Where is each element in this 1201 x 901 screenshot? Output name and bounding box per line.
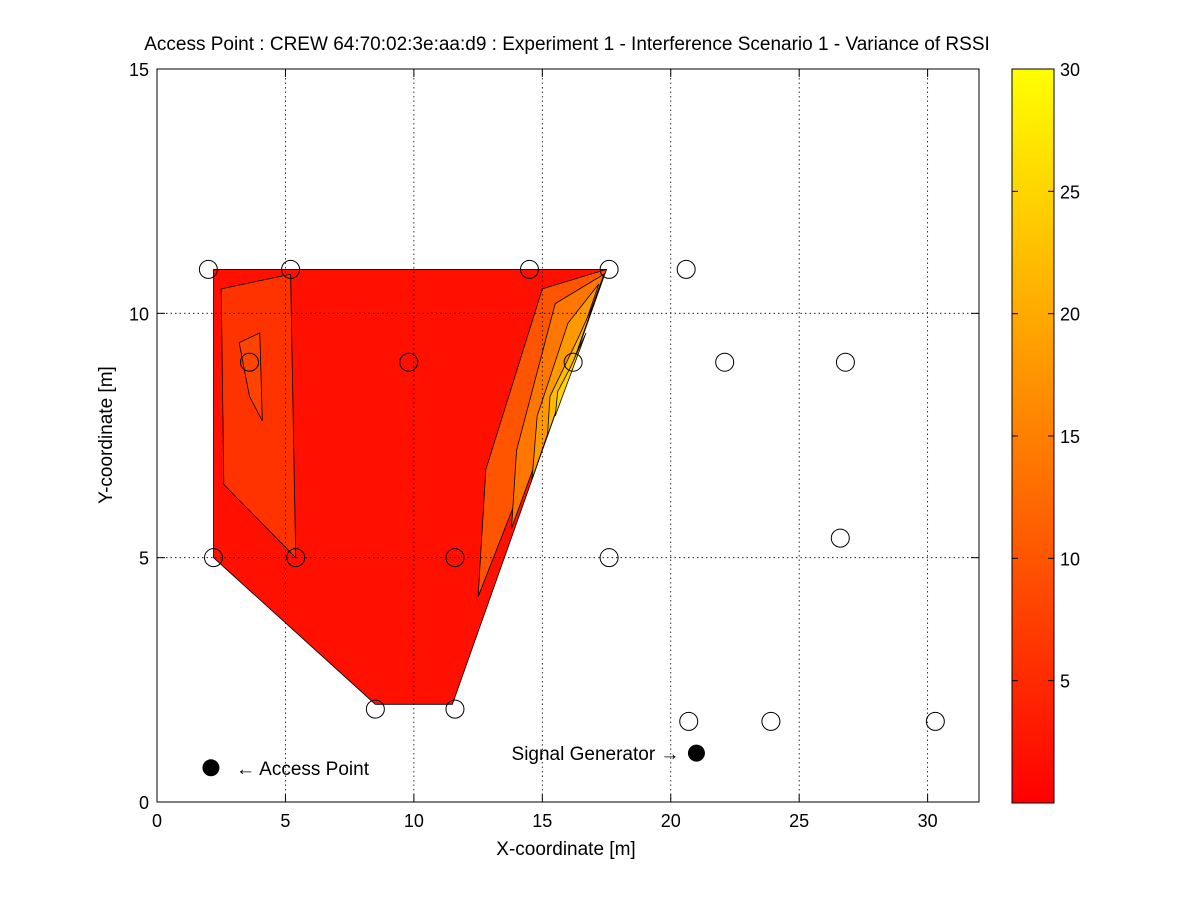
measurement-point-17 [679, 711, 699, 731]
x-tick-label-4: 20 [661, 811, 681, 831]
annotation-text-0: ← Access Point [236, 759, 370, 780]
measurement-point-14 [830, 528, 850, 548]
measurement-point-16 [445, 699, 465, 719]
colorbar-tick-label-5: 30 [1060, 60, 1080, 80]
colorbar-tick-label-2: 15 [1060, 427, 1080, 447]
measurement-point-15 [365, 699, 385, 719]
y-tick-label-0: 0 [139, 793, 149, 813]
measurement-point-7 [563, 352, 583, 372]
measurement-point-3 [599, 259, 619, 279]
measurement-point-4 [676, 259, 696, 279]
x-tick-label-6: 30 [918, 811, 938, 831]
colorbar-tick-label-1: 10 [1060, 549, 1080, 569]
x-tick-label-0: 0 [152, 811, 162, 831]
measurement-point-2 [519, 259, 539, 279]
y-tick-label-2: 10 [129, 304, 149, 324]
measurement-point-9 [835, 352, 855, 372]
x-axis-label: X-coordinate [m] [496, 839, 635, 860]
annotation-text-1: Signal Generator → [512, 744, 680, 765]
annotation-marker-1 [687, 744, 705, 762]
y-tick-label-1: 5 [139, 549, 149, 569]
y-tick-label-3: 15 [129, 60, 149, 80]
colorbar-tick-label-3: 20 [1060, 305, 1080, 325]
colorbar-tick-label-0: 5 [1060, 672, 1070, 692]
colorbar: 5 10 15 20 25 30 [1011, 60, 1080, 804]
x-tick-label-2: 10 [404, 811, 424, 831]
y-axis-label: Y-coordinate [m] [96, 366, 117, 504]
measurement-point-10 [204, 548, 224, 568]
x-tick-label-5: 25 [789, 811, 809, 831]
plot-area: ← Access Point Signal Generator → 0 5 10 15 20… [129, 60, 980, 831]
x-tick-label-1: 5 [280, 811, 290, 831]
chart-title: Access Point : CREW 64:70:02:3e:aa:d9 : … [144, 34, 990, 55]
contour-level-7 [554, 332, 587, 417]
annotation-marker-0 [202, 759, 220, 777]
measurement-point-5 [239, 352, 259, 372]
measurement-point-6 [399, 352, 419, 372]
measurement-point-18 [761, 711, 781, 731]
x-tick-label-3: 15 [532, 811, 552, 831]
measurement-point-13 [599, 548, 619, 568]
colorbar-tick-label-4: 25 [1060, 182, 1080, 202]
measurement-point-12 [445, 548, 465, 568]
measurement-point-19 [925, 711, 945, 731]
measurement-point-1 [281, 259, 301, 279]
measurement-point-11 [286, 548, 306, 568]
axes-frame [156, 68, 980, 803]
colorbar-gradient [1011, 68, 1055, 804]
measurement-point-0 [198, 259, 218, 279]
measurement-point-8 [715, 352, 735, 372]
